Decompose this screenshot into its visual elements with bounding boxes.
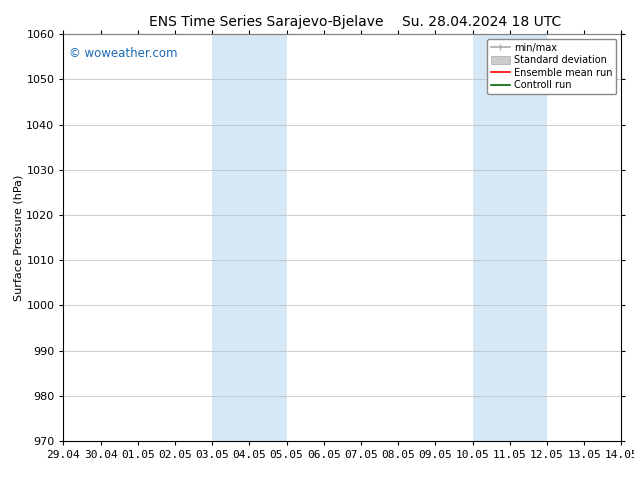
Text: ENS Time Series Sarajevo-Bjelave: ENS Time Series Sarajevo-Bjelave [149, 15, 384, 29]
Bar [212, 34, 287, 441]
Legend: min/max, Standard deviation, Ensemble mean run, Controll run: min/max, Standard deviation, Ensemble me… [487, 39, 616, 94]
Text: Su. 28.04.2024 18 UTC: Su. 28.04.2024 18 UTC [402, 15, 562, 29]
Bar [472, 34, 547, 441]
Y-axis label: Surface Pressure (hPa): Surface Pressure (hPa) [13, 174, 23, 301]
Text: © woweather.com: © woweather.com [69, 47, 178, 59]
